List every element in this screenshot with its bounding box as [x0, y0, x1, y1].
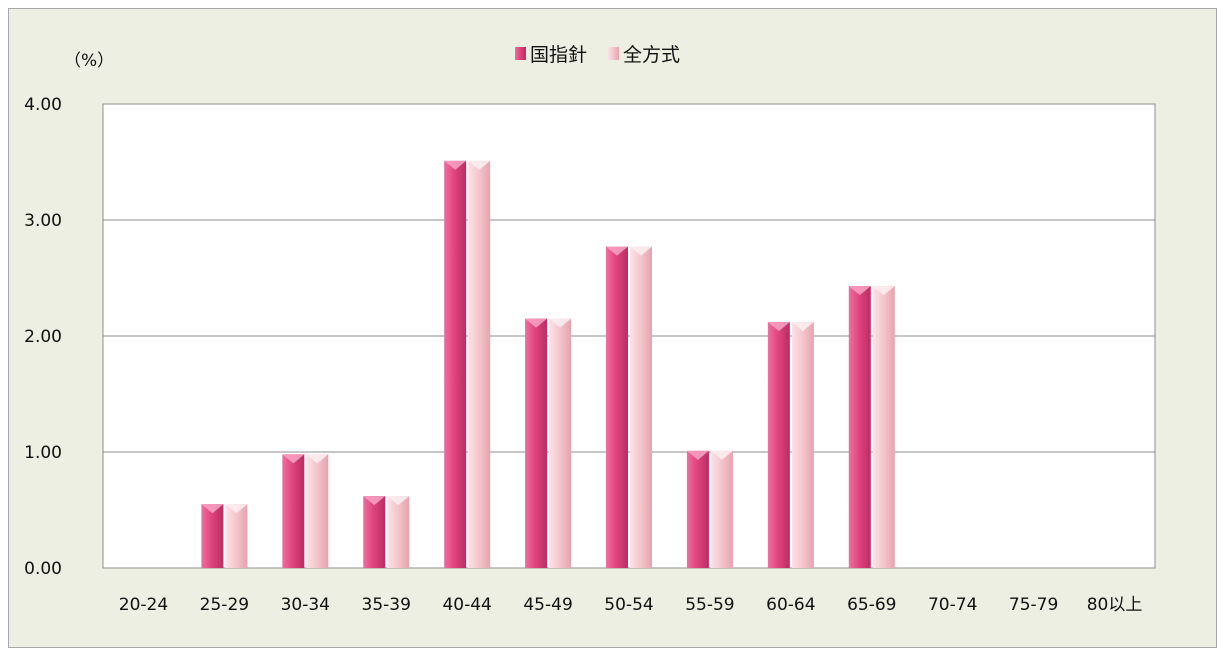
y-tick-label: 1.00	[24, 443, 62, 463]
y-unit-label: （%）	[64, 51, 114, 71]
bar	[525, 318, 548, 568]
gridlines	[103, 219, 1155, 569]
bar-top-bevel	[686, 450, 709, 460]
x-tick-label: 45-49	[523, 595, 572, 615]
x-tick-label: 70-74	[928, 595, 977, 615]
bar-top-bevel	[306, 454, 329, 464]
bar	[872, 286, 895, 568]
bar-top-bevel	[225, 504, 248, 514]
bar	[710, 450, 733, 568]
x-tick-label: 60-64	[766, 595, 815, 615]
bar	[606, 246, 628, 568]
x-tick-label: 75-79	[1009, 595, 1058, 615]
bar	[468, 160, 491, 568]
bar	[282, 454, 305, 568]
bar-top-bevel	[767, 322, 790, 332]
bar-top-bevel	[201, 504, 224, 514]
bar-top-bevel	[387, 496, 410, 506]
bar	[686, 450, 709, 568]
bar-top-bevel	[606, 246, 628, 256]
x-tick-label: 55-59	[685, 595, 734, 615]
bar	[201, 504, 224, 568]
bar-top-bevel	[791, 322, 814, 332]
x-tick-label: 80以上	[1087, 595, 1143, 615]
y-tick-labels: 0.00 1.00 2.00 3.00 4.00	[24, 95, 62, 579]
y-tick-label: 2.00	[24, 327, 62, 347]
x-tick-label: 30-34	[281, 595, 330, 615]
legend-label-kokushishin: 国指針	[530, 44, 587, 66]
bar-top-bevel	[630, 246, 652, 256]
y-tick-label: 3.00	[24, 211, 62, 231]
bar-top-bevel	[525, 318, 548, 328]
bar-top-bevel	[848, 286, 871, 296]
x-tick-label: 50-54	[604, 595, 653, 615]
x-tick-label: 35-39	[362, 595, 411, 615]
y-tick-label: 4.00	[24, 95, 62, 115]
bar	[848, 286, 871, 568]
bar	[630, 246, 652, 568]
bar-chart: 0.00 1.00 2.00 3.00 4.00 20-24 25-29 30-34 35-3…	[24, 44, 1156, 615]
bar	[306, 454, 329, 568]
bar-top-bevel	[872, 286, 895, 296]
bar-top-bevel	[282, 454, 305, 464]
bar-top-bevel	[444, 160, 467, 170]
bar	[549, 318, 572, 568]
y-tick-label: 0.00	[24, 559, 62, 579]
bar	[791, 322, 814, 568]
x-tick-label: 65-69	[847, 595, 896, 615]
bar	[767, 322, 790, 568]
legend-swatch-kokushishin	[515, 47, 526, 60]
bar	[444, 160, 467, 568]
bar	[225, 504, 248, 568]
bar-top-bevel	[710, 450, 733, 460]
legend: 国指針 全方式	[515, 44, 680, 66]
bars	[201, 160, 895, 568]
bar-top-bevel	[549, 318, 572, 328]
bar-top-bevel	[468, 160, 491, 170]
legend-label-zenhoshiki: 全方式	[623, 44, 680, 66]
legend-swatch-zenhoshiki	[608, 47, 619, 60]
x-tick-label: 25-29	[200, 595, 249, 615]
bar-top-bevel	[363, 496, 386, 506]
x-tick-label: 20-24	[119, 595, 168, 615]
x-tick-label: 40-44	[442, 595, 491, 615]
bar	[387, 496, 410, 568]
bar	[363, 496, 386, 568]
x-tick-labels: 20-24 25-29 30-34 35-39 40-44 45-49 50-54 55-59…	[119, 595, 1143, 615]
